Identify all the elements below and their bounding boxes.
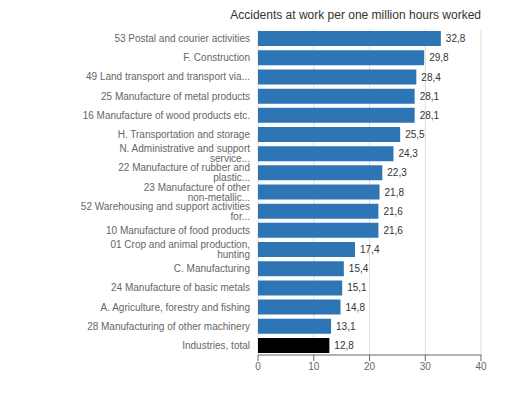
svg-text:24 Manufacture of basic metals: 24 Manufacture of basic metals <box>111 282 250 293</box>
svg-text:49 Land transport and transpor: 49 Land transport and transport via... <box>86 71 250 82</box>
svg-text:0: 0 <box>255 361 261 372</box>
svg-text:15,4: 15,4 <box>349 263 369 274</box>
svg-text:H. Transportation and storage: H. Transportation and storage <box>118 129 251 140</box>
svg-text:28 Manufacturing of other mach: 28 Manufacturing of other machinery <box>87 321 250 332</box>
svg-text:52 Warehousing and support act: 52 Warehousing and support activitiesfor… <box>81 201 250 222</box>
svg-text:53 Postal and courier activiti: 53 Postal and courier activities <box>114 33 250 44</box>
svg-text:28,4: 28,4 <box>421 72 441 83</box>
svg-text:22,3: 22,3 <box>387 167 407 178</box>
svg-text:17,4: 17,4 <box>360 244 380 255</box>
svg-text:10: 10 <box>308 361 320 372</box>
svg-text:29,8: 29,8 <box>429 52 449 63</box>
svg-text:12,8: 12,8 <box>334 340 354 351</box>
svg-text:20: 20 <box>364 361 376 372</box>
svg-text:16 Manufacture of wood product: 16 Manufacture of wood products etc. <box>83 110 250 121</box>
svg-text:24,3: 24,3 <box>398 148 418 159</box>
svg-text:21,6: 21,6 <box>383 225 403 236</box>
svg-text:25,5: 25,5 <box>405 129 425 140</box>
svg-text:21,6: 21,6 <box>383 206 403 217</box>
svg-text:40: 40 <box>475 361 487 372</box>
svg-text:23 Manufacture of othernon-met: 23 Manufacture of othernon-metallic... <box>144 182 251 203</box>
svg-text:N. Administrative and supports: N. Administrative and supportservice... <box>119 143 250 164</box>
svg-text:32,8: 32,8 <box>446 33 466 44</box>
svg-text:13,1: 13,1 <box>336 321 356 332</box>
svg-text:30: 30 <box>420 361 432 372</box>
svg-text:01 Crop and animal production,: 01 Crop and animal production,hunting <box>110 239 250 260</box>
svg-text:C. Manufacturing: C. Manufacturing <box>174 263 250 274</box>
html-text:Accidents at work per one mill: Accidents at work per one million hours … <box>230 8 481 22</box>
svg-text:A. Agriculture, forestry and f: A. Agriculture, forestry and fishing <box>100 302 250 313</box>
svg-text:25 Manufacture of metal produc: 25 Manufacture of metal products <box>101 91 250 102</box>
svg-text:F. Construction: F. Construction <box>183 52 250 63</box>
svg-text:21,8: 21,8 <box>385 187 405 198</box>
svg-text:Industries, total: Industries, total <box>182 340 250 351</box>
svg-text:15,1: 15,1 <box>347 282 367 293</box>
svg-text:22 Manufacture of rubber andpl: 22 Manufacture of rubber andplastic... <box>118 162 250 183</box>
svg-text:28,1: 28,1 <box>420 91 440 102</box>
svg-text:10 Manufacture of food product: 10 Manufacture of food products <box>106 225 250 236</box>
svg-text:28,1: 28,1 <box>420 110 440 121</box>
svg-text:14,8: 14,8 <box>346 302 366 313</box>
